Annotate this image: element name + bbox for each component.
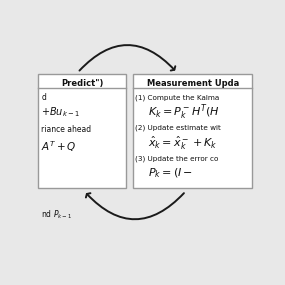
FancyBboxPatch shape [133,74,252,188]
Text: $P_k = (I -$: $P_k = (I -$ [148,167,193,180]
Text: Predict"): Predict") [61,79,103,88]
FancyBboxPatch shape [38,74,126,188]
Text: (1) Compute the Kalma: (1) Compute the Kalma [135,95,219,101]
Text: $A^T + Q$: $A^T + Q$ [41,139,77,154]
Text: (3) Update the error co: (3) Update the error co [135,156,218,162]
Text: $K_k = P_k^-H^T(H$: $K_k = P_k^-H^T(H$ [148,102,220,122]
Text: (2) Update estimate wit: (2) Update estimate wit [135,125,221,131]
Text: $+ Bu_{k-1}$: $+ Bu_{k-1}$ [41,105,80,119]
FancyArrowPatch shape [80,45,175,71]
Text: d: d [41,93,46,102]
Text: nd $P_{k-1}$: nd $P_{k-1}$ [41,209,72,221]
FancyArrowPatch shape [86,193,184,219]
Text: riance ahead: riance ahead [41,125,91,134]
Text: Measurement Upda: Measurement Upda [147,79,240,88]
Text: $\hat{x}_k = \hat{x}_k^- + K_k$: $\hat{x}_k = \hat{x}_k^- + K_k$ [148,134,218,152]
